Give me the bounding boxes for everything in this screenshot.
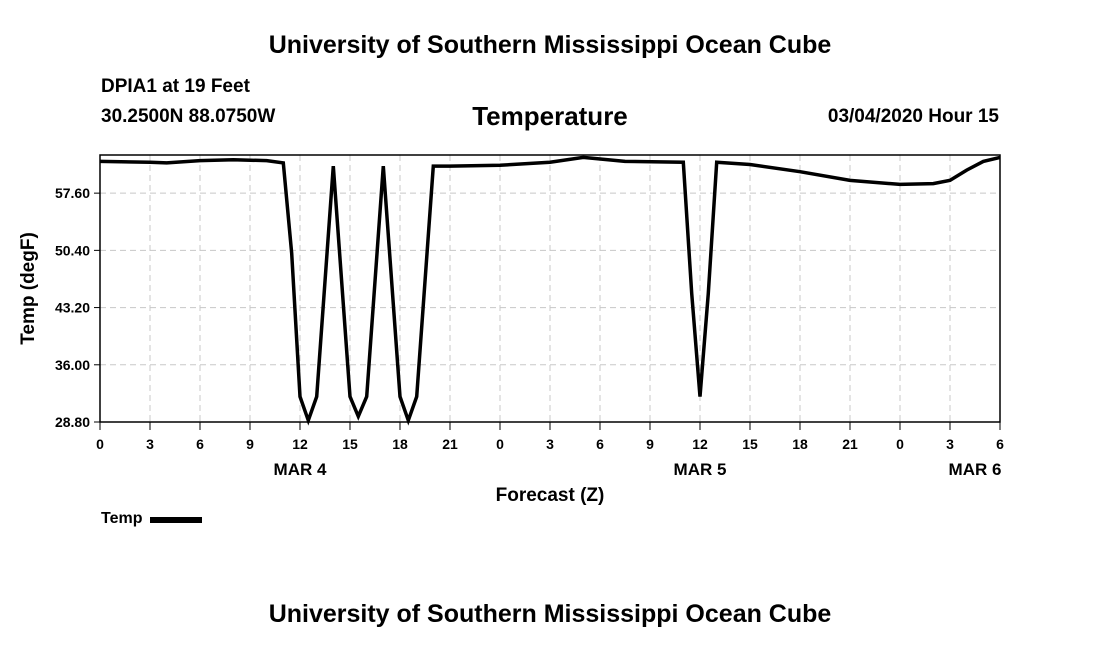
series-line-temp [99,155,1001,426]
x-tick-label: 18 [792,436,808,452]
legend: Temp [101,510,203,528]
legend-swatch [150,517,203,523]
y-tick-label: 36.00 [55,357,90,373]
plot-frame [99,154,1001,423]
y-tick-label: 43.20 [55,300,90,316]
x-tick-label: 15 [342,436,358,452]
x-tick-label: 3 [546,436,554,452]
y-tick-label: 50.40 [55,242,90,258]
x-tick-label: 0 [896,436,904,452]
footer-title: University of Southern Mississippi Ocean… [268,600,832,628]
x-tick-label: 6 [196,436,204,452]
page-title: University of Southern Mississippi Ocean… [268,31,832,59]
date-label: MAR 6 [949,460,1002,479]
x-tick-label: 18 [392,436,408,452]
x-tick-label: 0 [496,436,504,452]
chart-title: Temperature [472,101,628,131]
x-tick-label: 6 [596,436,604,452]
legend-label: Temp [101,510,143,527]
x-tick-label: 0 [96,436,104,452]
x-tick-label: 6 [996,436,1004,452]
x-tick-label: 9 [646,436,654,452]
x-tick-label: 3 [146,436,154,452]
station-name: DPIA1 at 19 Feet [101,76,250,97]
x-tick-label: 12 [692,436,708,452]
date-label: MAR 5 [674,460,727,479]
date-label: MAR 4 [274,460,327,479]
y-tick-label: 28.80 [55,414,90,430]
x-tick-label: 3 [946,436,954,452]
y-tick-label: 57.60 [55,185,90,201]
x-tick-label: 9 [246,436,254,452]
x-tick-label: 15 [742,436,758,452]
x-axis-label: Forecast (Z) [496,485,605,506]
x-tick-label: 12 [292,436,308,452]
forecast-timestamp: 03/04/2020 Hour 15 [827,106,999,127]
x-tick-label: 21 [442,436,458,452]
x-tick-label: 21 [842,436,858,452]
y-axis-label: Temp (degF) [18,232,39,345]
station-coordinates: 30.2500N 88.0750W [101,106,276,127]
